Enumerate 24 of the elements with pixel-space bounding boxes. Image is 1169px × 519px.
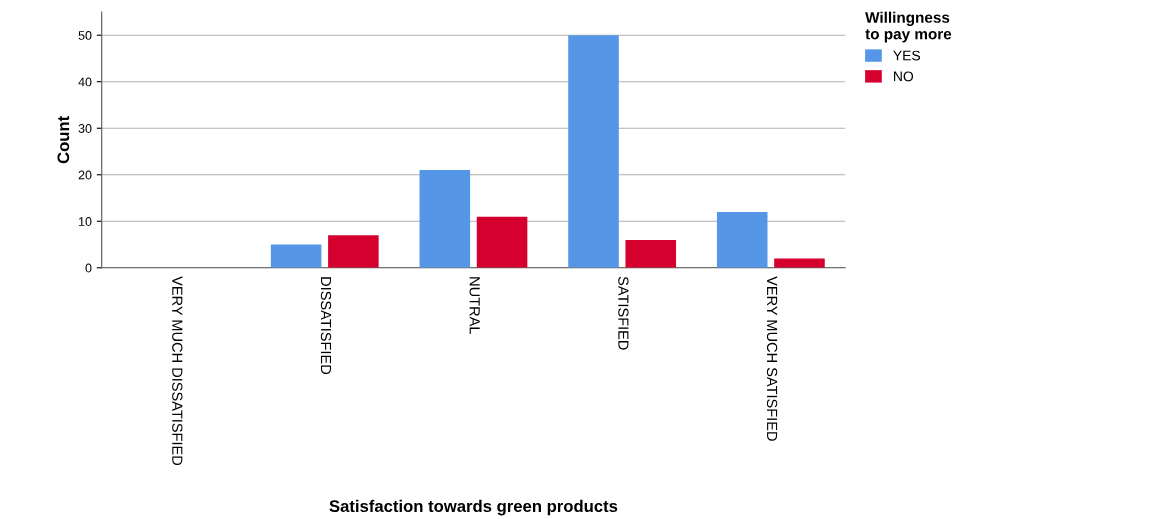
y-tick-label: 10 xyxy=(79,217,92,226)
x-tick-label: VERY MUCH DISSATISFIED xyxy=(172,276,183,466)
bar xyxy=(328,235,379,268)
bar xyxy=(774,258,825,268)
y-tick-label: 40 xyxy=(78,77,92,87)
bar xyxy=(625,239,677,268)
bar xyxy=(270,244,322,268)
x-tick-label: VERY MUCH SATISFIED xyxy=(766,276,778,441)
bar xyxy=(476,216,528,268)
bar xyxy=(568,35,619,268)
x-tick-label: NUTRAL xyxy=(469,277,480,334)
y-tick-label: 0 xyxy=(85,263,92,273)
x-tick-label: DISSATISFIED xyxy=(320,277,332,375)
bar xyxy=(716,211,768,268)
x-tick-label: SATISFIED xyxy=(618,276,629,350)
y-tick-label: 50 xyxy=(78,31,92,40)
y-tick-label: 30 xyxy=(78,124,92,133)
legend-title: Willingness to pay more xyxy=(865,11,952,43)
y-axis-title: Count xyxy=(57,116,70,164)
legend-label: YES xyxy=(893,50,921,61)
legend-label: NO xyxy=(894,71,914,82)
x-axis-title: Satisfaction towards green products xyxy=(329,499,618,516)
y-tick-label: 20 xyxy=(78,170,92,180)
bar xyxy=(419,170,471,268)
